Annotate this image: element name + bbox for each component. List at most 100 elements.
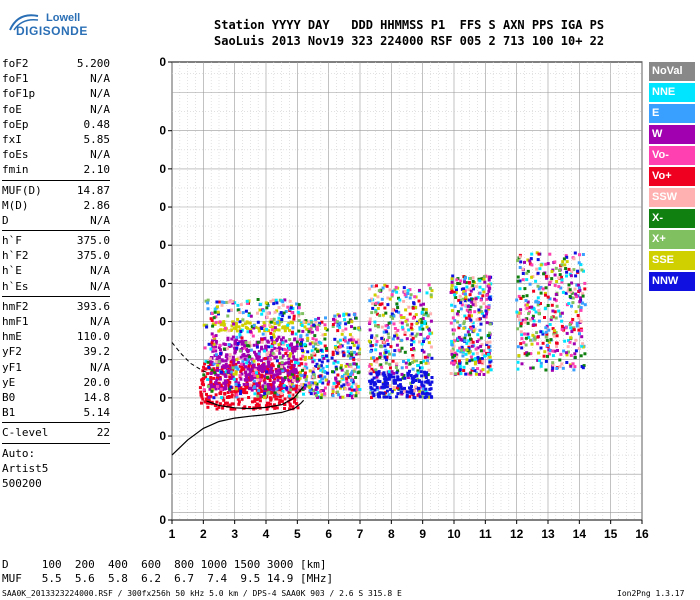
echo-point: [553, 260, 557, 264]
echo-point: [571, 362, 575, 366]
echo-point: [487, 289, 491, 293]
echo-point: [462, 290, 466, 293]
echo-point: [539, 361, 543, 365]
echo-point: [265, 306, 269, 310]
echo-point: [241, 388, 245, 392]
echo-point: [455, 288, 458, 292]
echo-point: [520, 333, 524, 337]
echo-point: [396, 336, 400, 340]
echo-point: [281, 380, 285, 384]
echo-point: [275, 359, 279, 363]
echo-point: [467, 347, 471, 350]
echo-point: [295, 340, 299, 344]
y-tick-label: 1100: [160, 124, 166, 138]
echo-point: [234, 372, 238, 376]
echo-point: [386, 338, 389, 342]
echo-point: [204, 375, 208, 379]
echo-point: [405, 337, 409, 341]
echo-point: [291, 351, 294, 355]
echo-point: [289, 388, 292, 392]
echo-point: [404, 319, 408, 323]
legend-x-minus: X-: [649, 209, 695, 228]
echo-point: [232, 372, 236, 376]
echo-point: [339, 364, 343, 368]
echo-point: [526, 332, 530, 336]
echo-point: [357, 326, 361, 330]
echo-point: [313, 342, 317, 346]
echo-point: [483, 280, 487, 284]
echo-point: [458, 359, 461, 363]
echo-point: [344, 387, 348, 391]
echo-point: [317, 366, 321, 370]
echo-point: [210, 360, 214, 364]
echo-point: [572, 268, 576, 272]
echo-point: [450, 277, 454, 281]
echo-point: [416, 369, 420, 373]
echo-point: [259, 388, 263, 392]
param-fxI: fxI 5.85: [2, 132, 110, 147]
echo-point: [452, 328, 456, 332]
echo-point: [488, 296, 492, 300]
echo-point: [579, 319, 583, 323]
echo-point: [262, 379, 266, 383]
echo-point: [211, 385, 215, 389]
echo-point: [465, 358, 469, 362]
echo-point: [321, 381, 325, 385]
echo-point: [208, 362, 212, 366]
param-value: N/A: [90, 72, 110, 86]
echo-point: [277, 306, 281, 310]
param-value: N/A: [90, 315, 110, 328]
echo-point: [210, 341, 214, 345]
echo-point: [583, 352, 587, 356]
echo-point: [216, 305, 219, 309]
echo-point: [551, 309, 555, 313]
echo-point: [450, 287, 454, 291]
echo-point: [428, 332, 432, 336]
echo-point: [340, 384, 344, 388]
echo-point: [474, 372, 478, 376]
echo-point: [405, 393, 409, 397]
echo-point: [215, 376, 219, 380]
echo-point: [531, 316, 535, 320]
echo-point: [467, 328, 471, 332]
echo-point: [323, 333, 327, 336]
echo-point: [575, 324, 579, 328]
echo-point: [487, 345, 491, 349]
echo-point: [220, 368, 224, 372]
echo-point: [220, 300, 224, 304]
echo-point: [525, 351, 529, 355]
echo-point: [466, 298, 470, 302]
echo-point: [463, 299, 467, 303]
echo-point: [354, 340, 358, 344]
echo-point: [238, 340, 242, 344]
echo-point: [520, 346, 524, 350]
echo-point: [274, 355, 278, 359]
echo-point: [331, 353, 335, 356]
echo-point: [410, 343, 413, 347]
echo-point: [274, 298, 278, 302]
echo-point: [419, 332, 423, 336]
echo-point: [282, 386, 286, 390]
echo-point: [577, 305, 581, 309]
echo-point: [344, 327, 348, 331]
echo-point: [350, 336, 354, 340]
echo-point: [382, 395, 386, 399]
echo-point: [544, 368, 548, 372]
echo-point: [579, 308, 583, 312]
echo-point: [265, 407, 269, 411]
echo-point: [350, 320, 354, 324]
echo-point: [240, 336, 244, 340]
echo-point: [382, 371, 386, 375]
echo-point: [528, 318, 532, 322]
echo-point: [581, 301, 585, 305]
echo-point: [383, 283, 387, 287]
echo-point: [391, 316, 395, 320]
echo-point: [248, 355, 252, 359]
echo-point: [462, 369, 466, 372]
echo-point: [577, 283, 581, 287]
echo-point: [532, 323, 536, 327]
echo-point: [544, 335, 548, 339]
echo-point: [521, 267, 525, 271]
param-label: C-level: [2, 426, 49, 440]
echo-point: [263, 367, 267, 371]
